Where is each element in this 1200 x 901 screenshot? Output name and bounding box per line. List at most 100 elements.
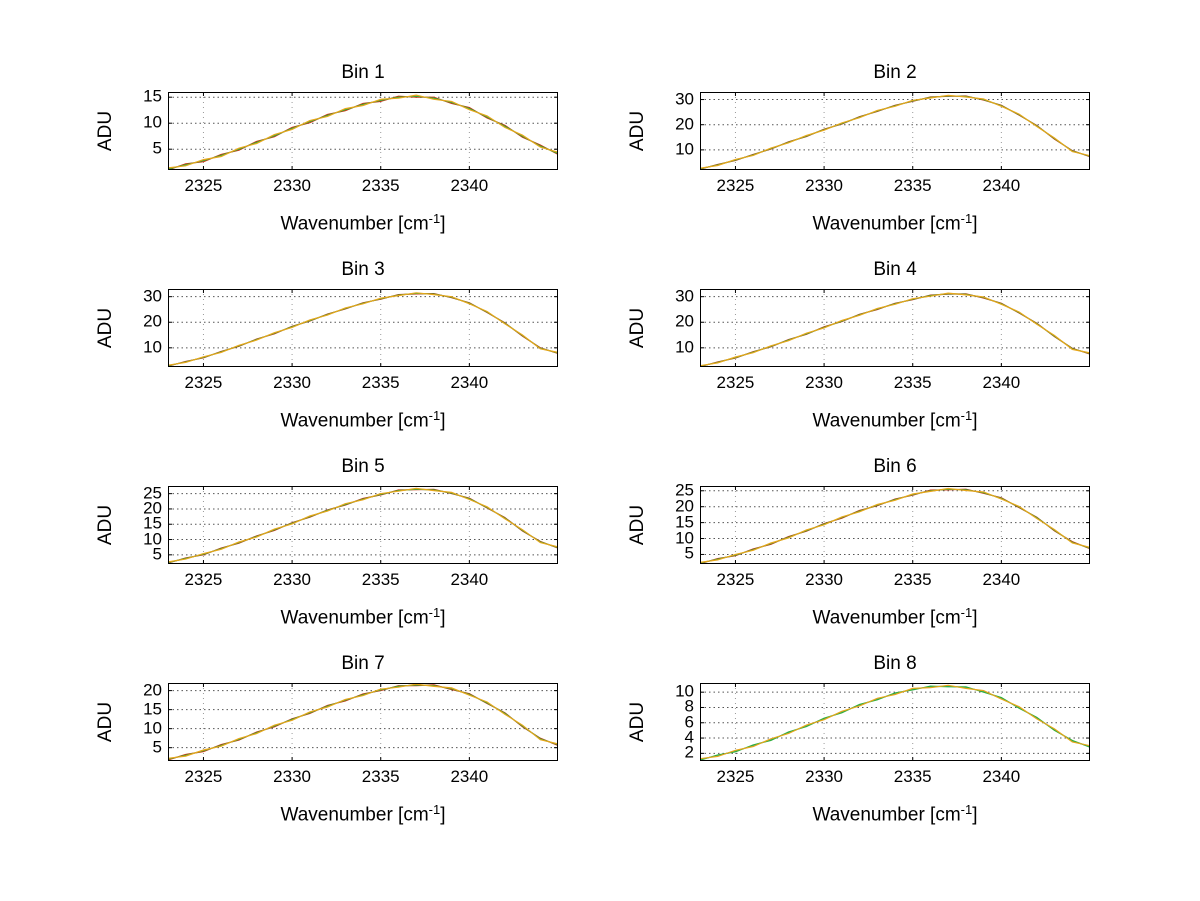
y-tick-label: 10 (675, 528, 694, 548)
plot-area: ADU 5 10 15 2325 2330 2335 2340 (95, 88, 558, 194)
x-tick-label: 2325 (184, 767, 223, 786)
xlabel-superscript: -1 (960, 408, 973, 423)
x-axis-label: Wavenumber [cm-1] (168, 801, 558, 826)
y-tick-label: 30 (675, 89, 694, 109)
x-tick-label: 2335 (361, 176, 400, 195)
y-tick-label: 5 (152, 138, 162, 158)
x-tick-label: 2340 (982, 767, 1021, 786)
x-tick-label: 2340 (450, 570, 489, 589)
line-chart (168, 92, 558, 170)
xlabel-superscript: -1 (428, 211, 441, 226)
y-axis-label: ADU (627, 307, 648, 349)
xlabel-text: Wavenumber [cm (280, 804, 429, 826)
y-tick-label: 5 (684, 544, 694, 564)
subplot-bin-6: Bin 6 ADU 5 10 15 20 25 2325 2330 2335 2340 Wave… (627, 456, 1097, 629)
y-axis-label: ADU (95, 110, 116, 152)
x-tick-label: 2330 (805, 570, 843, 589)
xlabel-close: ] (972, 607, 978, 629)
x-tick-label: 2330 (805, 176, 843, 195)
x-tick-label: 2330 (805, 373, 843, 392)
plot-area: ADU 2 4 6 8 10 2325 2330 2335 2340 (627, 683, 1090, 785)
xlabel-superscript: -1 (960, 211, 973, 226)
subplot-bin-1: Bin 1 ADU 5 10 15 2325 2330 2335 2340 Wavenumb… (95, 62, 565, 235)
subplot-bin-3: Bin 3 ADU 10 20 30 2325 2330 2335 2340 Wavenum… (95, 259, 565, 432)
subplot-bin-4: Bin 4 ADU 10 20 30 2325 2330 2335 2340 Wavenum… (627, 259, 1097, 432)
line-chart (168, 683, 558, 761)
xlabel-close: ] (440, 804, 446, 826)
xlabel-text: Wavenumber [cm (280, 607, 429, 629)
y-tick-label: 6 (684, 712, 694, 732)
xlabel-superscript: -1 (428, 408, 441, 423)
y-tick-label: 10 (143, 112, 162, 132)
y-tick-label: 5 (152, 544, 162, 564)
y-axis-label: ADU (95, 701, 116, 743)
subplot-bin-7: Bin 7 ADU 5 10 15 20 2325 2330 2335 2340 Wavenu… (95, 653, 565, 826)
chart-title: Bin 7 (341, 653, 385, 674)
x-tick-label: 2325 (184, 373, 223, 392)
x-tick-label: 2335 (893, 373, 932, 392)
xlabel-close: ] (972, 410, 978, 432)
x-tick-label: 2335 (361, 570, 400, 589)
y-tick-label: 10 (675, 681, 694, 701)
xlabel-text: Wavenumber [cm (812, 410, 961, 432)
x-axis-label: Wavenumber [cm-1] (700, 407, 1090, 432)
plot-area: ADU 5 10 15 20 25 2325 2330 2335 2340 (627, 481, 1090, 588)
chart-title: Bin 3 (341, 259, 385, 280)
y-tick-label: 30 (143, 286, 162, 306)
xlabel-close: ] (440, 410, 446, 432)
y-tick-label: 10 (143, 529, 162, 549)
line-chart (168, 289, 558, 367)
x-axis-label: Wavenumber [cm-1] (700, 604, 1090, 629)
y-tick-label: 10 (675, 337, 694, 357)
x-tick-label: 2330 (273, 176, 311, 195)
x-axis-label: Wavenumber [cm-1] (700, 801, 1090, 826)
xlabel-close: ] (972, 213, 978, 235)
line-chart (168, 486, 558, 564)
y-tick-label: 5 (152, 737, 162, 757)
line-chart (700, 92, 1090, 170)
x-tick-label: 2330 (805, 767, 843, 786)
x-tick-label: 2335 (893, 570, 932, 589)
y-tick-label: 20 (675, 496, 694, 516)
y-tick-label: 10 (675, 139, 694, 159)
y-axis-label: ADU (627, 110, 648, 152)
chart-title: Bin 1 (341, 62, 385, 83)
y-tick-label: 15 (143, 699, 162, 719)
xlabel-superscript: -1 (960, 802, 973, 817)
x-tick-label: 2335 (893, 176, 932, 195)
xlabel-close: ] (972, 804, 978, 826)
x-tick-label: 2325 (184, 176, 223, 195)
xlabel-text: Wavenumber [cm (812, 804, 961, 826)
plot-area: ADU 5 10 15 20 25 2325 2330 2335 2340 (95, 484, 558, 588)
y-axis-label: ADU (95, 504, 116, 546)
y-tick-label: 20 (143, 680, 162, 700)
xlabel-superscript: -1 (428, 802, 441, 817)
x-tick-label: 2325 (716, 373, 755, 392)
y-axis-label: ADU (627, 701, 648, 743)
x-axis-label: Wavenumber [cm-1] (168, 604, 558, 629)
y-tick-label: 30 (675, 286, 694, 306)
y-tick-label: 20 (675, 311, 694, 331)
xlabel-text: Wavenumber [cm (812, 213, 961, 235)
x-axis-label: Wavenumber [cm-1] (168, 210, 558, 235)
xlabel-close: ] (440, 607, 446, 629)
x-tick-label: 2335 (893, 767, 932, 786)
x-tick-label: 2335 (361, 767, 400, 786)
xlabel-superscript: -1 (428, 605, 441, 620)
subplot-bin-5: Bin 5 ADU 5 10 15 20 25 2325 2330 2335 2340 Wave… (95, 456, 565, 629)
x-tick-label: 2330 (273, 570, 311, 589)
line-chart (700, 486, 1090, 564)
y-tick-label: 25 (143, 483, 162, 503)
chart-title: Bin 6 (873, 456, 917, 477)
xlabel-text: Wavenumber [cm (280, 213, 429, 235)
x-tick-label: 2340 (982, 176, 1021, 195)
plot-area: ADU 10 20 30 2325 2330 2335 2340 (627, 90, 1090, 194)
x-tick-label: 2330 (273, 373, 311, 392)
line-chart (700, 683, 1090, 761)
chart-title: Bin 5 (341, 456, 385, 477)
x-tick-label: 2335 (361, 373, 400, 392)
xlabel-text: Wavenumber [cm (280, 410, 429, 432)
y-tick-label: 20 (143, 311, 162, 331)
y-tick-label: 15 (675, 512, 694, 532)
subplot-bin-8: Bin 8 ADU 2 4 6 8 10 2325 2330 2335 2340 Wavenum… (627, 653, 1097, 826)
